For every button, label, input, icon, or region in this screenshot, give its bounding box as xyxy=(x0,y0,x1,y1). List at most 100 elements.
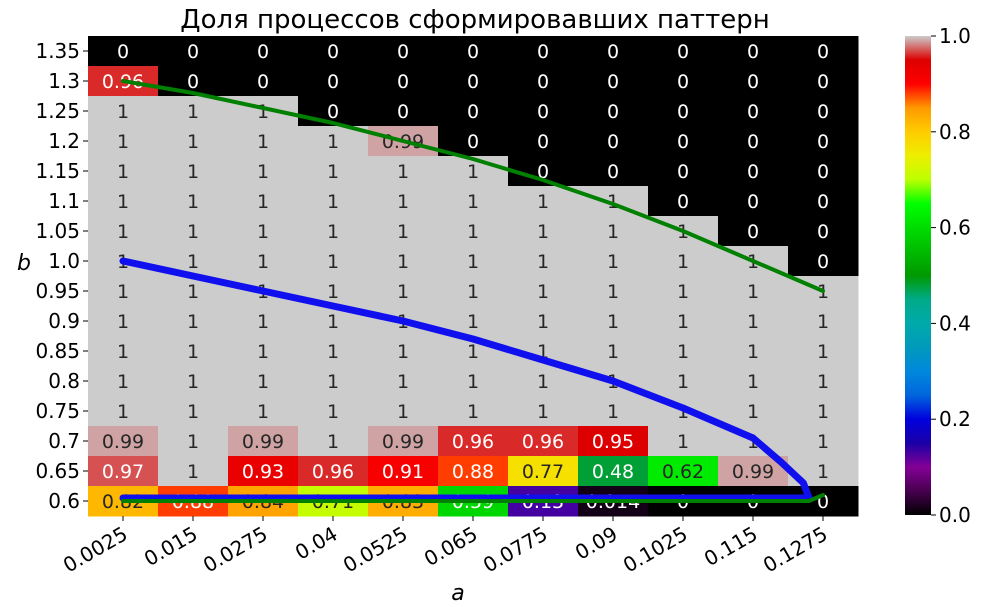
heatmap-cell xyxy=(228,126,299,157)
cell-value-label: 0.93 xyxy=(242,461,284,483)
cell-value-label: 1 xyxy=(467,311,479,333)
cell-value-label: 1 xyxy=(677,281,689,303)
cell-value-label: 1 xyxy=(257,131,269,153)
x-tick-label: 0.09 xyxy=(571,522,622,565)
heatmap-cell xyxy=(88,366,159,397)
heatmap-cell xyxy=(718,336,789,367)
heatmap-cell xyxy=(648,456,719,487)
chart-title: Доля процессов сформировавших паттерн xyxy=(180,5,769,35)
heatmap-cell xyxy=(718,156,789,187)
heatmap-cell xyxy=(648,66,719,97)
cell-value-label: 1 xyxy=(607,281,619,303)
heatmap-cell xyxy=(88,306,159,337)
heatmap-cell xyxy=(578,36,649,67)
heatmap-cell xyxy=(438,246,509,277)
heatmap-cell xyxy=(718,96,789,127)
cell-value-label: 1 xyxy=(187,341,199,363)
cell-value-label: 1 xyxy=(327,371,339,393)
cell-value-label: 0 xyxy=(537,41,549,63)
y-tick-label: 0.85 xyxy=(35,339,80,363)
heatmap-cell xyxy=(368,276,439,307)
heatmap-cell xyxy=(648,426,719,457)
cell-value-label: 0 xyxy=(187,71,199,93)
heatmap-cell xyxy=(648,306,719,337)
cell-value-label: 1 xyxy=(187,191,199,213)
heatmap-cell xyxy=(368,366,439,397)
heatmap-cell xyxy=(298,456,369,487)
x-tick-label: 0.1275 xyxy=(759,522,832,578)
heatmap-cell xyxy=(508,96,579,127)
heatmap-cell xyxy=(368,66,439,97)
heatmap-cell xyxy=(438,186,509,217)
heatmap-cell xyxy=(718,366,789,397)
heatmap-cell xyxy=(788,426,859,457)
heatmap-cell xyxy=(578,426,649,457)
cell-value-label: 0.99 xyxy=(732,461,774,483)
cell-value-label: 1 xyxy=(537,281,549,303)
cell-value-label: 1 xyxy=(117,341,129,363)
heatmap-cell xyxy=(508,66,579,97)
heatmap-cell xyxy=(648,156,719,187)
heatmap-cell xyxy=(368,96,439,127)
heatmap-cell xyxy=(228,336,299,367)
heatmap-cell xyxy=(508,456,579,487)
x-tick-label: 0.1025 xyxy=(619,522,692,578)
cell-value-label: 0.99 xyxy=(102,431,144,453)
cell-value-label: 1 xyxy=(187,221,199,243)
cell-value-label: 1 xyxy=(327,251,339,273)
cell-value-label: 0 xyxy=(747,161,759,183)
heatmap-cell xyxy=(228,156,299,187)
heatmap-cell xyxy=(298,156,369,187)
heatmap-cell xyxy=(368,36,439,67)
heatmap-cell xyxy=(578,246,649,277)
cell-value-label: 1 xyxy=(607,311,619,333)
cell-value-label: 1 xyxy=(817,401,829,423)
heatmap-cell xyxy=(508,126,579,157)
heatmap-cell xyxy=(508,426,579,457)
heatmap-cell xyxy=(578,276,649,307)
cell-value-label: 1 xyxy=(117,401,129,423)
cell-value-label: 0 xyxy=(747,191,759,213)
cell-value-label: 1 xyxy=(257,221,269,243)
heatmap-cells: 0 0 0 0 0 0 0 0 0 0 0 0.96 0 0 0 0 0 0 0 0 0 0 1 1 1 0 0 0 0 0 0 0 0 1 1 1 1… xyxy=(88,36,859,517)
heatmap-cell xyxy=(788,186,859,217)
heatmap-cell xyxy=(228,186,299,217)
heatmap-cell xyxy=(438,456,509,487)
cell-value-label: 0 xyxy=(607,41,619,63)
colorbar xyxy=(905,36,931,515)
heatmap-cell xyxy=(648,126,719,157)
heatmap-cell xyxy=(438,396,509,427)
heatmap-cell xyxy=(158,126,229,157)
heatmap-cell xyxy=(578,306,649,337)
heatmap-cell xyxy=(88,396,159,427)
heatmap-cell xyxy=(158,216,229,247)
cell-value-label: 1 xyxy=(257,251,269,273)
cell-value-label: 1 xyxy=(397,371,409,393)
heatmap-cell xyxy=(298,36,369,67)
y-tick-label: 1.0 xyxy=(48,249,80,273)
heatmap-cell xyxy=(298,216,369,247)
heatmap-cell xyxy=(438,36,509,67)
heatmap-cell xyxy=(648,36,719,67)
cell-value-label: 0 xyxy=(607,71,619,93)
heatmap-cell xyxy=(438,276,509,307)
cell-value-label: 0.88 xyxy=(452,461,494,483)
cell-value-label: 0 xyxy=(607,161,619,183)
cell-value-label: 1 xyxy=(117,221,129,243)
heatmap-cell xyxy=(228,66,299,97)
cell-value-label: 0 xyxy=(467,41,479,63)
cell-value-label: 0 xyxy=(817,251,829,273)
cell-value-label: 1 xyxy=(327,311,339,333)
cell-value-label: 1 xyxy=(327,431,339,453)
cell-value-label: 0 xyxy=(257,41,269,63)
x-tick-label: 0.0525 xyxy=(339,522,412,578)
cell-value-label: 1 xyxy=(117,281,129,303)
cell-value-label: 0 xyxy=(537,101,549,123)
heatmap-cell xyxy=(158,396,229,427)
cell-value-label: 1 xyxy=(397,221,409,243)
heatmap-cell xyxy=(158,456,229,487)
cell-value-label: 0 xyxy=(467,71,479,93)
colorbar-tick-label: 0.4 xyxy=(939,311,971,335)
heatmap-cell xyxy=(648,336,719,367)
